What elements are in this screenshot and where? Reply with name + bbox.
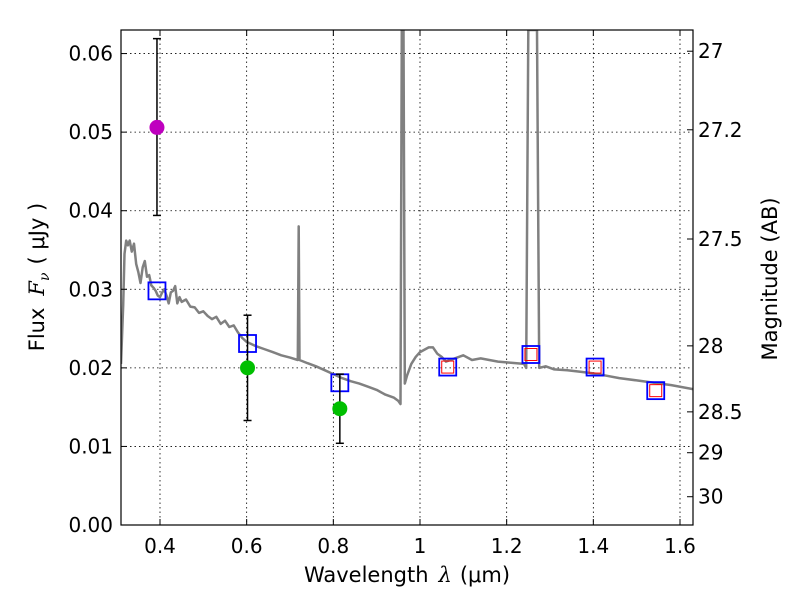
y-tick-label: 0.05 [68,120,113,144]
y-tick-label: 0.03 [68,277,113,301]
y-tick-label: 0.04 [68,199,113,223]
x-tick-label: 1.6 [664,534,696,558]
model-flux-square [646,381,666,401]
y2-tick-label: 27.5 [698,227,743,251]
synthetic-flux-square [588,360,602,374]
y-axis-label: FluxFν( μJy ) [25,203,53,351]
x-tick-label: 0.4 [144,534,176,558]
x-tick-label: 1 [414,534,427,558]
x-axis-label: Wavelength λ (μm) [304,563,510,587]
observed-flux-point [332,401,348,417]
y-tick-label: 0.02 [68,356,113,380]
model-flux-square [147,281,167,301]
observed-flux-point [240,360,256,376]
data-layer [121,30,693,445]
synthetic-flux-square [441,360,455,374]
x-tick-label: 0.6 [231,534,263,558]
grid-lines [121,30,693,526]
y2-tick-label: 29 [698,441,723,465]
plot-frame [120,29,694,526]
y-tick-label: 0.01 [68,434,113,458]
ticks: 0.4 0.6 0.8 1 1.2 1.4 1.6 0.00 0.01 0.02 0.03 0.04 0… [68,30,743,558]
x-tick-label: 1.4 [577,534,609,558]
y-tick-label: 0.00 [68,513,113,537]
x-tick-label: 0.8 [317,534,349,558]
model-spectrum-line [121,30,693,406]
y2-tick-label: 27 [698,39,723,63]
y2-tick-label: 30 [698,485,723,509]
y2-tick-label: 28.5 [698,400,743,424]
y2-tick-label: 28 [698,334,723,358]
model-flux-square [585,357,605,377]
synthetic-flux-square [524,348,538,361]
model-flux-square [521,345,541,364]
model-flux-square [438,357,458,377]
observed-flux-point [149,119,165,135]
x-tick-label: 1.2 [491,534,523,558]
y2-axis-label: Magnitude (AB) [758,197,782,360]
y-tick-label: 0.06 [68,42,113,66]
synthetic-flux-square [649,384,663,398]
y2-tick-label: 27.2 [698,118,743,142]
